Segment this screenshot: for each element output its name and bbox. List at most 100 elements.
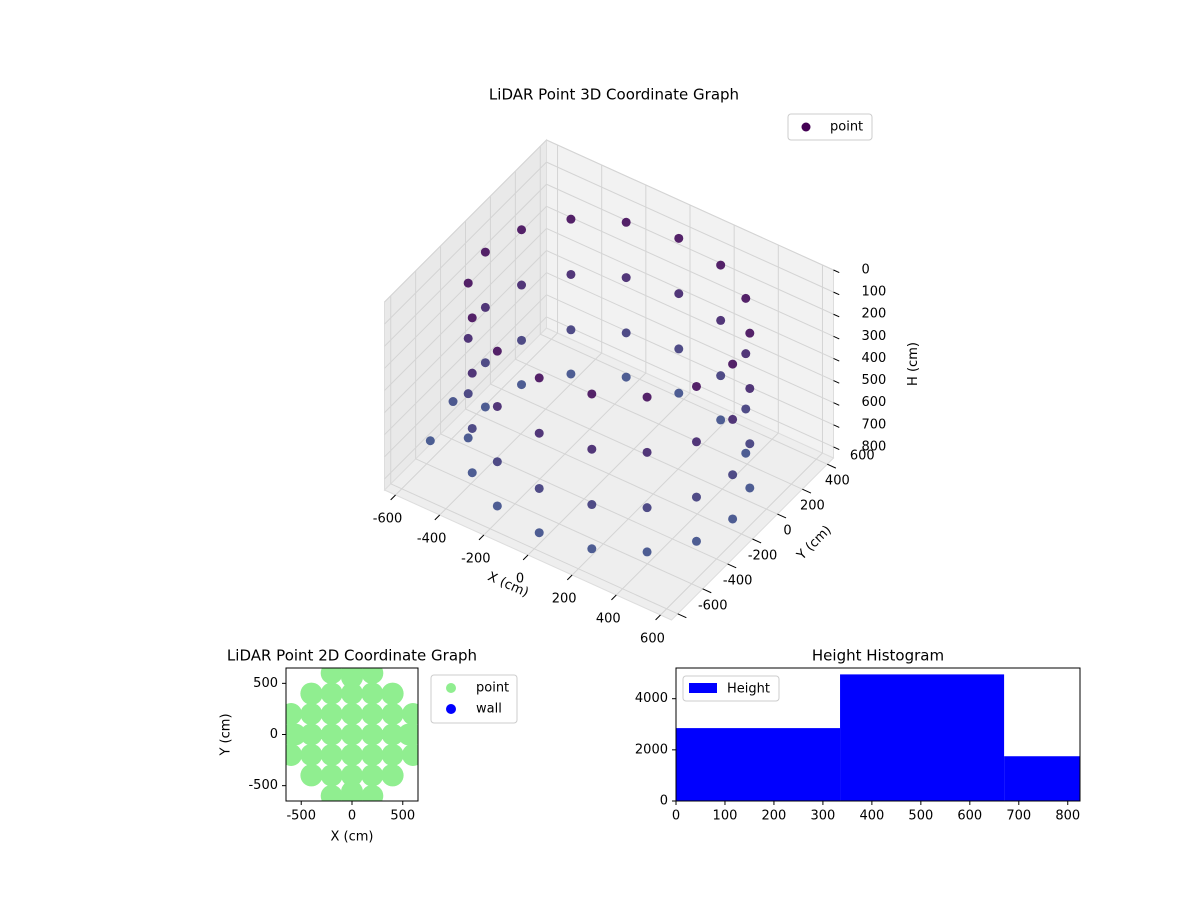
grid-line <box>384 161 547 325</box>
grid-line <box>546 250 834 382</box>
point <box>691 437 701 447</box>
point <box>691 536 701 546</box>
point <box>480 402 490 412</box>
point <box>716 415 726 425</box>
point <box>492 501 502 511</box>
y-axis-label: Y (cm) <box>794 523 835 564</box>
point <box>517 225 527 235</box>
point <box>300 743 323 766</box>
tick-mark <box>833 269 840 274</box>
x-tick-label: 700 <box>1006 809 1031 824</box>
tick-mark <box>833 380 840 384</box>
chart-title: Height Histogram <box>812 647 944 665</box>
z-tick-label: 100 <box>862 285 887 300</box>
point <box>691 381 701 391</box>
point <box>300 703 323 726</box>
point <box>467 468 477 478</box>
bar <box>676 728 841 801</box>
z-tick-label: 0 <box>862 263 870 278</box>
point <box>361 784 384 801</box>
point <box>691 492 701 502</box>
point <box>320 743 343 766</box>
point <box>745 439 755 449</box>
x-tick-label: 300 <box>810 809 835 824</box>
point <box>463 278 473 288</box>
y-tick-label: 2000 <box>635 742 668 757</box>
point <box>381 723 404 746</box>
grid-line <box>546 294 834 426</box>
x-tick-label: 400 <box>859 809 884 824</box>
point <box>320 703 343 726</box>
z-tick-label: 700 <box>862 417 887 432</box>
z-tick-label: 800 <box>862 439 887 454</box>
point <box>320 764 343 787</box>
grid-line <box>390 483 678 615</box>
point <box>566 325 576 335</box>
point <box>587 389 597 399</box>
point <box>674 289 684 299</box>
point <box>480 247 490 257</box>
point <box>300 682 323 705</box>
legend-marker <box>446 704 456 714</box>
bar <box>1004 756 1080 801</box>
legend-label: Height <box>727 682 770 697</box>
grid-line <box>546 139 834 271</box>
tick-mark <box>478 534 485 541</box>
z-tick-label: 200 <box>862 307 887 322</box>
y-tick-label: 0 <box>660 794 668 809</box>
tick-mark <box>434 514 441 521</box>
point <box>425 436 435 446</box>
point <box>642 447 652 457</box>
x-tick-label: -200 <box>461 552 491 567</box>
tick-mark <box>833 424 840 428</box>
axes-frame <box>675 667 1081 802</box>
tick-mark <box>611 594 617 601</box>
y-tick-label: 0 <box>783 524 791 539</box>
point <box>587 444 597 454</box>
legend-box <box>787 113 873 141</box>
tick-mark <box>522 554 529 561</box>
point <box>286 703 303 726</box>
y-tick-label: -400 <box>723 573 753 588</box>
grid-line <box>546 161 834 293</box>
point <box>566 369 576 379</box>
z-tick-label: 400 <box>862 351 887 366</box>
x-axis-label: X (cm) <box>331 830 374 845</box>
point <box>320 682 343 705</box>
y-tick-label: 600 <box>850 449 875 464</box>
tick-mark <box>777 513 787 519</box>
point <box>745 383 755 393</box>
tick-mark <box>752 538 762 544</box>
point <box>621 217 631 227</box>
z-tick-label: 500 <box>862 373 887 388</box>
tick-mark <box>727 563 737 569</box>
point <box>381 703 404 726</box>
grid-line <box>546 205 834 337</box>
point <box>566 269 576 279</box>
point <box>642 547 652 557</box>
tick-mark <box>833 313 840 318</box>
x-tick-label: 200 <box>552 592 577 607</box>
point <box>381 682 404 705</box>
tick-mark <box>566 574 573 581</box>
x-tick-label: 500 <box>390 809 415 824</box>
point <box>480 302 490 312</box>
point <box>745 328 755 338</box>
x-tick-label: 400 <box>596 612 621 627</box>
point <box>674 388 684 398</box>
x-tick-label: 600 <box>640 632 665 647</box>
point <box>534 373 544 383</box>
grid-line <box>515 358 803 490</box>
tick-mark <box>802 488 812 494</box>
point <box>463 389 473 399</box>
point <box>381 764 404 787</box>
grid-line <box>465 408 753 540</box>
point <box>587 500 597 510</box>
y-tick-label: 200 <box>800 499 825 514</box>
point <box>674 344 684 354</box>
point <box>728 514 738 524</box>
point <box>716 371 726 381</box>
y-axis-label: Y (cm) <box>219 713 234 756</box>
point <box>492 401 502 411</box>
